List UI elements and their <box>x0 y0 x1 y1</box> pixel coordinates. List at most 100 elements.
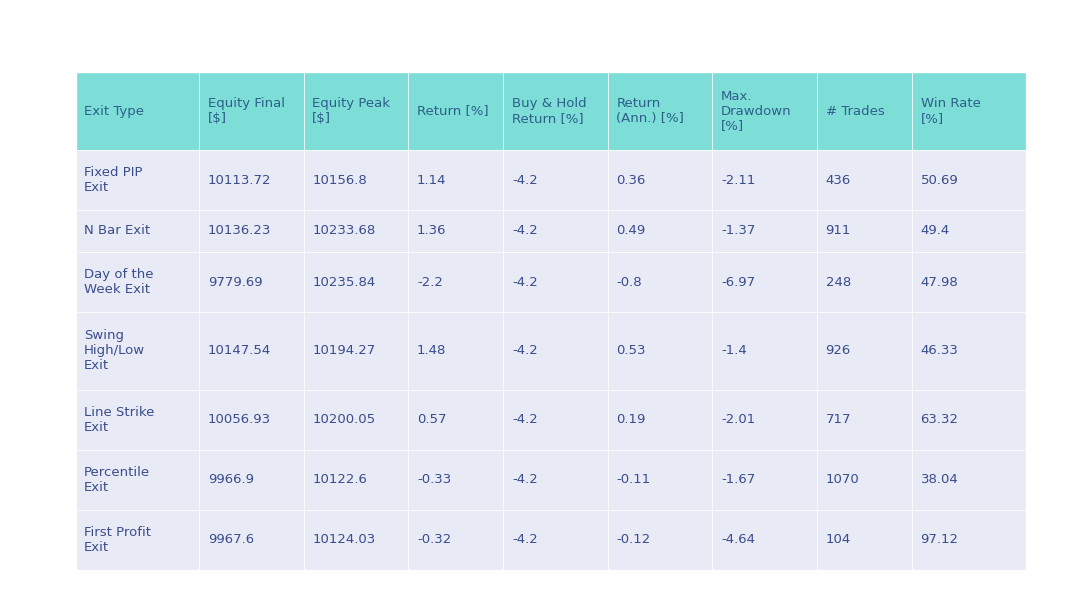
Bar <box>408 150 503 210</box>
Text: 0.19: 0.19 <box>617 413 646 427</box>
Bar <box>503 150 608 210</box>
Text: 0.57: 0.57 <box>417 413 446 427</box>
Text: Swing
High/Low
Exit: Swing High/Low Exit <box>84 329 146 373</box>
Bar <box>199 450 303 510</box>
Text: -4.2: -4.2 <box>512 473 538 487</box>
Text: -4.2: -4.2 <box>512 173 538 187</box>
Bar <box>408 312 503 390</box>
Text: -0.8: -0.8 <box>617 275 643 289</box>
Text: 104: 104 <box>825 533 851 547</box>
Bar <box>713 510 816 570</box>
Text: Buy & Hold
Return [%]: Buy & Hold Return [%] <box>512 97 586 125</box>
Text: Max.
Drawdown
[%]: Max. Drawdown [%] <box>721 89 792 133</box>
Text: First Profit
Exit: First Profit Exit <box>84 526 151 554</box>
Bar <box>303 450 408 510</box>
Text: 50.69: 50.69 <box>920 173 958 187</box>
Bar <box>713 150 816 210</box>
Bar <box>816 252 912 312</box>
Bar <box>912 510 1026 570</box>
Text: 10113.72: 10113.72 <box>207 173 271 187</box>
Text: -2.11: -2.11 <box>721 173 755 187</box>
Text: Percentile
Exit: Percentile Exit <box>84 466 150 494</box>
Text: 717: 717 <box>825 413 851 427</box>
Text: -4.2: -4.2 <box>512 344 538 358</box>
Bar <box>912 252 1026 312</box>
Bar <box>912 210 1026 252</box>
Bar <box>816 210 912 252</box>
Bar <box>816 312 912 390</box>
Text: 10122.6: 10122.6 <box>312 473 367 487</box>
Text: -0.32: -0.32 <box>417 533 451 547</box>
Bar <box>503 450 608 510</box>
Text: 1070: 1070 <box>825 473 860 487</box>
Text: Return [%]: Return [%] <box>417 104 488 118</box>
Bar <box>408 252 503 312</box>
Text: -1.4: -1.4 <box>721 344 746 358</box>
Bar <box>408 510 503 570</box>
Bar <box>912 72 1026 150</box>
Bar <box>503 312 608 390</box>
Text: -1.67: -1.67 <box>721 473 755 487</box>
Text: -0.12: -0.12 <box>617 533 651 547</box>
Text: 10200.05: 10200.05 <box>312 413 376 427</box>
Bar <box>199 150 303 210</box>
Bar <box>713 72 816 150</box>
Text: 10124.03: 10124.03 <box>312 533 376 547</box>
Bar <box>608 390 713 450</box>
Text: Win Rate
[%]: Win Rate [%] <box>920 97 981 125</box>
Text: -0.33: -0.33 <box>417 473 451 487</box>
Bar <box>408 72 503 150</box>
Text: 10156.8: 10156.8 <box>312 173 367 187</box>
Text: 63.32: 63.32 <box>920 413 959 427</box>
Text: 1.36: 1.36 <box>417 224 446 238</box>
Bar <box>608 252 713 312</box>
Text: -4.2: -4.2 <box>512 224 538 238</box>
Text: -6.97: -6.97 <box>721 275 755 289</box>
Bar <box>713 312 816 390</box>
Text: 9966.9: 9966.9 <box>207 473 254 487</box>
Text: 47.98: 47.98 <box>920 275 958 289</box>
Bar <box>199 312 303 390</box>
Bar <box>912 312 1026 390</box>
Bar <box>76 210 199 252</box>
Text: Exit Type: Exit Type <box>84 104 145 118</box>
Text: # Trades: # Trades <box>825 104 885 118</box>
Bar <box>713 390 816 450</box>
Text: Equity Peak
[$]: Equity Peak [$] <box>312 97 390 125</box>
Text: Fixed PIP
Exit: Fixed PIP Exit <box>84 166 143 194</box>
Bar <box>608 210 713 252</box>
Text: 911: 911 <box>825 224 851 238</box>
Bar <box>503 390 608 450</box>
Bar <box>199 252 303 312</box>
Bar <box>199 510 303 570</box>
Text: 0.53: 0.53 <box>617 344 646 358</box>
Bar <box>912 450 1026 510</box>
Bar <box>199 210 303 252</box>
Text: 248: 248 <box>825 275 851 289</box>
Bar <box>912 150 1026 210</box>
Bar <box>303 312 408 390</box>
Bar <box>608 450 713 510</box>
Text: N Bar Exit: N Bar Exit <box>84 224 150 238</box>
Text: 10233.68: 10233.68 <box>312 224 376 238</box>
Bar <box>303 72 408 150</box>
Bar <box>303 150 408 210</box>
Bar <box>503 72 608 150</box>
Text: -0.11: -0.11 <box>617 473 651 487</box>
Bar <box>408 210 503 252</box>
Text: 10194.27: 10194.27 <box>312 344 376 358</box>
Bar <box>816 150 912 210</box>
Bar <box>608 150 713 210</box>
Text: -2.01: -2.01 <box>721 413 755 427</box>
Text: 46.33: 46.33 <box>920 344 958 358</box>
Text: Day of the
Week Exit: Day of the Week Exit <box>84 268 153 296</box>
Bar <box>199 72 303 150</box>
Text: 10235.84: 10235.84 <box>312 275 376 289</box>
Text: Equity Final
[$]: Equity Final [$] <box>207 97 285 125</box>
Bar <box>503 510 608 570</box>
Bar <box>503 252 608 312</box>
Bar <box>713 252 816 312</box>
Text: 10056.93: 10056.93 <box>207 413 271 427</box>
Bar <box>76 312 199 390</box>
Bar <box>408 450 503 510</box>
